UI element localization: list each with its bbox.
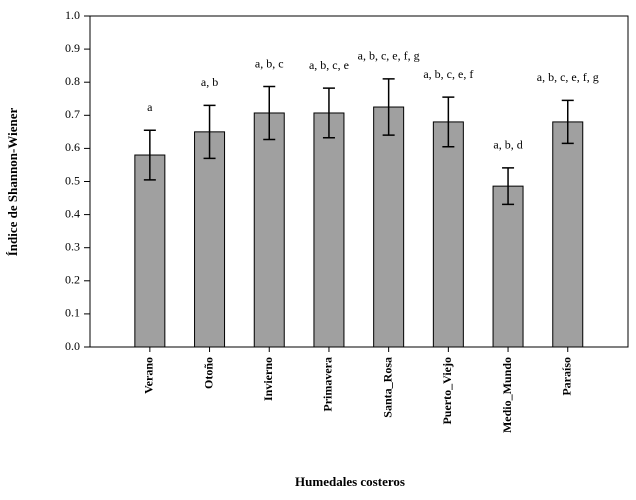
annotation: a, b, d bbox=[493, 138, 522, 152]
annotation: a bbox=[147, 100, 153, 114]
y-tick-label: 0.1 bbox=[65, 306, 80, 320]
x-tick-label: Verano bbox=[142, 357, 156, 394]
annotation: a, b, c bbox=[255, 56, 284, 70]
y-axis-title: Índice de Shannon-Wiener bbox=[5, 107, 20, 256]
error-bar bbox=[442, 96, 455, 148]
error-bar bbox=[322, 87, 335, 139]
y-tick-label: 0.2 bbox=[65, 273, 80, 287]
error-bar bbox=[263, 85, 276, 141]
bar bbox=[134, 154, 166, 348]
bar bbox=[194, 131, 226, 348]
x-tick-label: Invierno bbox=[261, 357, 275, 401]
x-tick-label: Medio_Mundo bbox=[500, 357, 514, 433]
annotation: a, b, c, e, f, g bbox=[537, 70, 599, 84]
error-bar bbox=[143, 129, 156, 181]
plot-frame bbox=[89, 15, 629, 348]
annotation: a, b, c, e, f, g bbox=[358, 49, 420, 63]
error-bar bbox=[203, 104, 216, 160]
y-tick-label: 0.3 bbox=[65, 239, 80, 253]
error-bar bbox=[561, 99, 574, 145]
y-tick-label: 0.0 bbox=[65, 339, 80, 353]
x-tick-label: Paraíso bbox=[560, 357, 574, 396]
y-tick-label: 0.4 bbox=[65, 206, 80, 220]
bar bbox=[253, 112, 285, 348]
x-axis-title: Humedales costeros bbox=[295, 474, 405, 489]
bar bbox=[552, 121, 584, 348]
bar bbox=[313, 112, 345, 348]
annotation: a, b, c, e bbox=[309, 58, 349, 72]
x-tick-label: Santa_Rosa bbox=[380, 357, 394, 418]
y-tick-label: 0.8 bbox=[65, 74, 80, 88]
y-tick-label: 0.9 bbox=[65, 41, 80, 55]
x-tick-label: Primavera bbox=[321, 357, 335, 412]
annotation: a, b, c, e, f bbox=[423, 67, 473, 81]
y-tick-label: 0.7 bbox=[65, 107, 80, 121]
x-tick-label: Otoño bbox=[201, 357, 215, 389]
x-tick-label: Puerto_Viejo bbox=[440, 357, 454, 425]
error-bar bbox=[382, 78, 395, 136]
error-bar bbox=[502, 167, 515, 206]
y-tick-label: 0.5 bbox=[65, 173, 80, 187]
bar bbox=[373, 106, 405, 348]
annotation: a, b bbox=[201, 75, 218, 89]
bar bbox=[492, 185, 524, 348]
bar bbox=[432, 121, 464, 348]
y-tick-label: 0.6 bbox=[65, 140, 80, 154]
y-tick-label: 1.0 bbox=[65, 8, 80, 22]
